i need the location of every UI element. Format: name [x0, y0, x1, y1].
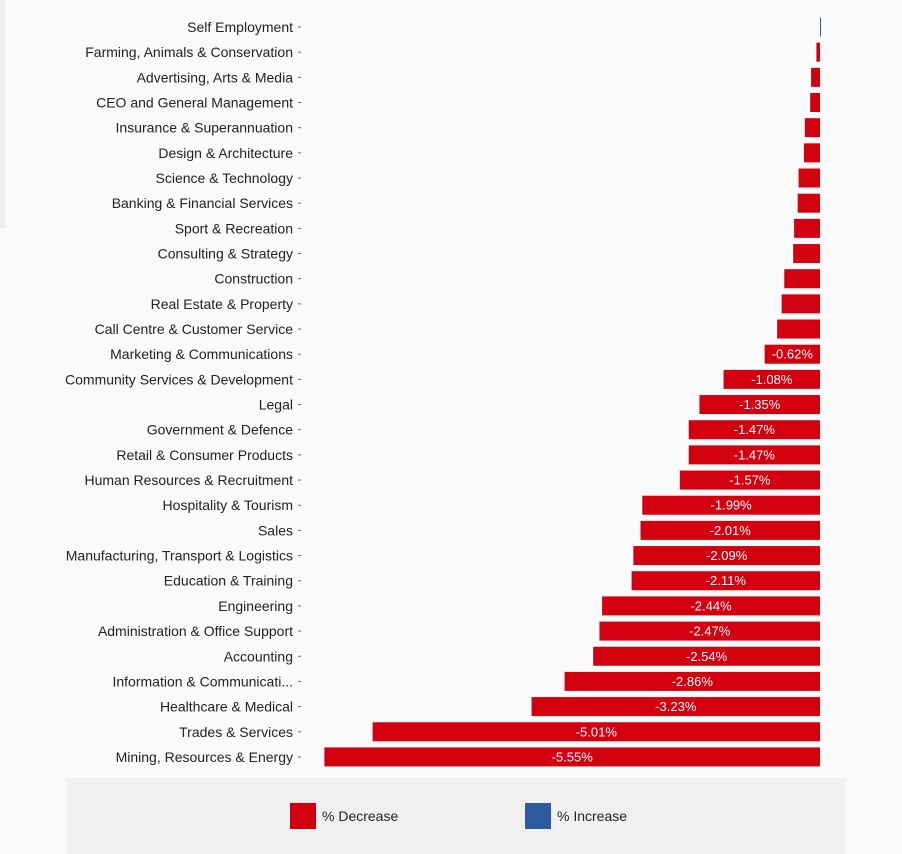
bar-data-label: -5.55% — [552, 749, 594, 764]
category-label: CEO and General Management — [96, 95, 293, 111]
bar[interactable] — [804, 118, 820, 138]
bar[interactable] — [593, 646, 820, 666]
category-label: Administration & Office Support — [98, 623, 293, 639]
category-label: Information & Communicati... — [112, 673, 293, 689]
bar[interactable] — [781, 294, 820, 314]
bar[interactable] — [633, 546, 820, 566]
bar-data-label: -2.01% — [710, 523, 752, 538]
bar[interactable] — [784, 269, 820, 289]
bar[interactable] — [688, 420, 820, 440]
bar[interactable] — [764, 344, 820, 364]
category-label: Human Resources & Recruitment — [84, 472, 293, 488]
bar[interactable] — [723, 369, 820, 389]
bar[interactable] — [811, 67, 820, 87]
bar-data-label: -2.47% — [689, 624, 731, 639]
legend-swatch-increase — [525, 803, 551, 829]
bar-data-label: -2.54% — [686, 649, 728, 664]
bar[interactable] — [803, 143, 820, 163]
bar-data-label: -5.01% — [576, 724, 618, 739]
legend-item-increase: % Increase — [525, 803, 627, 829]
category-label: Healthcare & Medical — [160, 699, 293, 715]
bar[interactable] — [631, 571, 820, 591]
category-label: Manufacturing, Transport & Logistics — [66, 548, 293, 564]
bar-data-label: -0.62% — [772, 347, 814, 362]
left-edge-strip — [0, 0, 5, 228]
bar-data-label: -1.35% — [739, 397, 781, 412]
category-label: Real Estate & Property — [151, 296, 293, 312]
category-label: Sport & Recreation — [175, 220, 293, 236]
bar-data-label: -2.09% — [706, 548, 748, 563]
category-label: Government & Defence — [147, 422, 294, 438]
bar[interactable] — [642, 495, 820, 515]
legend-label-decrease: % Decrease — [322, 808, 399, 824]
category-label: Science & Technology — [156, 170, 294, 186]
category-label: Banking & Financial Services — [112, 195, 293, 211]
category-label: Education & Training — [164, 573, 293, 589]
category-label: Engineering — [218, 598, 293, 614]
category-label: Design & Architecture — [158, 145, 293, 161]
bar-data-label: -1.47% — [734, 447, 776, 462]
bar[interactable] — [640, 520, 820, 540]
bar[interactable] — [602, 596, 820, 616]
bar-data-label: -1.47% — [734, 422, 776, 437]
bar[interactable] — [793, 244, 820, 264]
legend-swatch-decrease — [290, 803, 316, 829]
category-label: Consulting & Strategy — [158, 246, 293, 262]
category-label: Insurance & Superannuation — [116, 120, 293, 136]
bar[interactable] — [688, 445, 820, 465]
bar[interactable] — [777, 319, 820, 339]
bar-data-label: -2.44% — [690, 598, 732, 613]
bar-data-label: -2.86% — [672, 674, 714, 689]
bar[interactable] — [599, 621, 820, 641]
bar-data-label: -1.08% — [751, 372, 793, 387]
category-label: Advertising, Arts & Media — [137, 69, 294, 85]
bar[interactable] — [797, 193, 820, 213]
category-label: Legal — [259, 397, 293, 413]
bar[interactable] — [324, 747, 820, 767]
category-label: Accounting — [224, 648, 293, 664]
category-label: Farming, Animals & Conservation — [85, 44, 293, 60]
bar-data-label: -2.11% — [706, 573, 747, 588]
category-label: Marketing & Communications — [110, 346, 293, 362]
bar-data-label: -1.57% — [729, 473, 771, 488]
category-label: Trades & Services — [179, 724, 293, 740]
category-label: Call Centre & Customer Service — [95, 321, 294, 337]
category-label: Community Services & Development — [65, 371, 293, 387]
legend-item-decrease: % Decrease — [290, 803, 398, 829]
category-label: Mining, Resources & Energy — [116, 749, 293, 765]
bar[interactable] — [820, 17, 821, 37]
bar[interactable] — [372, 722, 820, 742]
bar[interactable] — [699, 395, 820, 415]
bar[interactable] — [810, 93, 820, 113]
category-label: Retail & Consumer Products — [116, 447, 293, 463]
bar[interactable] — [564, 671, 820, 691]
bar[interactable] — [816, 42, 820, 62]
bar-chart: Self Employment Farming, Animals & Conser… — [65, 17, 821, 767]
bar[interactable] — [794, 218, 820, 238]
bar[interactable] — [679, 470, 820, 490]
category-label: Sales — [258, 522, 293, 538]
chart-legend: % Decrease % Increase — [66, 778, 846, 854]
category-label: Hospitality & Tourism — [163, 497, 293, 513]
category-label: Self Employment — [187, 19, 293, 35]
category-label: Construction — [214, 271, 293, 287]
bar-data-label: -3.23% — [655, 699, 697, 714]
legend-label-increase: % Increase — [557, 808, 628, 824]
bar-data-label: -1.99% — [711, 498, 753, 513]
bar[interactable] — [798, 168, 820, 188]
bar[interactable] — [531, 697, 820, 717]
